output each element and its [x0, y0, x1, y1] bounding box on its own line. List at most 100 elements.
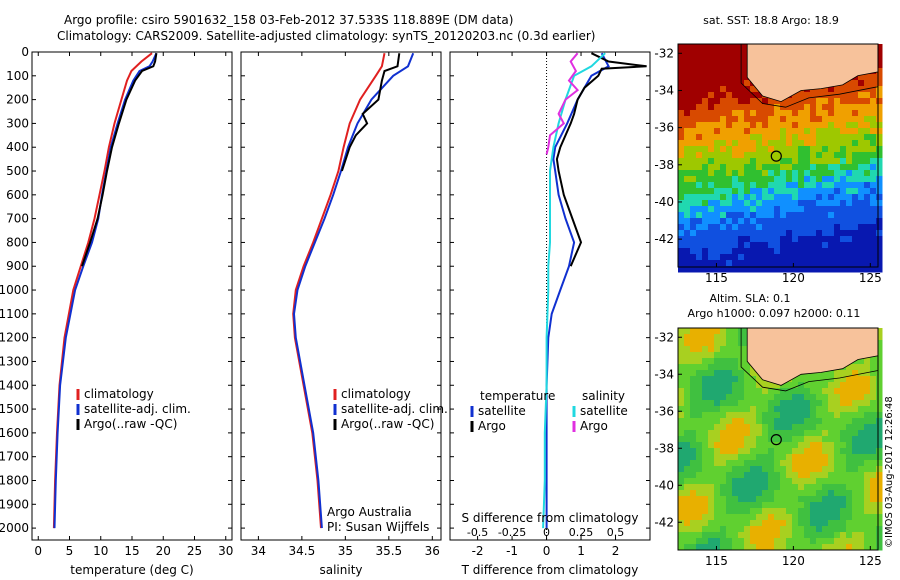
map-cell: [870, 520, 877, 527]
map-cell: [798, 514, 805, 521]
map-cell: [726, 490, 733, 497]
map-cell: [840, 412, 847, 419]
map-cell: [690, 230, 697, 237]
map-cell: [696, 56, 703, 63]
map-cell: [708, 478, 715, 485]
x-tick-label: 34.5: [289, 544, 316, 558]
map-cell: [762, 260, 769, 267]
map-cell: [876, 116, 883, 123]
map-cell: [864, 358, 871, 365]
map-cell: [774, 502, 781, 509]
map-cell: [732, 514, 739, 521]
map-cell: [732, 152, 739, 159]
map-cell: [828, 110, 835, 117]
map-cell: [780, 466, 787, 473]
map-cell: [816, 508, 823, 515]
map-cell: [876, 406, 883, 413]
map-cell: [870, 460, 877, 467]
map-cell: [846, 182, 853, 189]
map-cell: [720, 104, 727, 111]
map-cell: [870, 400, 877, 407]
map-cell: [804, 248, 811, 255]
map-cell: [876, 532, 883, 539]
map-cell: [810, 436, 817, 443]
map-cell: [792, 110, 799, 117]
map-cell: [858, 92, 865, 99]
map-cell: [690, 436, 697, 443]
map-cell: [858, 430, 865, 437]
map-cell: [738, 122, 745, 129]
map-cell: [876, 358, 883, 365]
map-cell: [822, 532, 829, 539]
map-cell: [840, 200, 847, 207]
map-cell: [696, 176, 703, 183]
map-cell: [684, 98, 691, 105]
map-cell: [750, 412, 757, 419]
map-cell: [744, 544, 751, 551]
map-cell: [876, 388, 883, 395]
map-cell: [702, 466, 709, 473]
map-cell: [690, 370, 697, 377]
map-cell: [690, 128, 697, 135]
map-cell: [774, 448, 781, 455]
map-cell: [786, 478, 793, 485]
map-cell: [702, 230, 709, 237]
map-cell: [792, 418, 799, 425]
map-cell: [732, 532, 739, 539]
map-cell: [840, 448, 847, 455]
map-cell: [702, 98, 709, 105]
map-cell: [774, 164, 781, 171]
map-cell: [756, 200, 763, 207]
x-tick-label: -1: [506, 544, 518, 558]
map-cell: [750, 508, 757, 515]
map-cell: [744, 146, 751, 153]
map-cell: [810, 200, 817, 207]
map-cell: [810, 266, 817, 273]
map-cell: [678, 478, 685, 485]
map-cell: [846, 206, 853, 213]
map-cell: [732, 436, 739, 443]
map-cell: [714, 56, 721, 63]
map-cell: [708, 430, 715, 437]
map-cell: [786, 146, 793, 153]
map-cell: [756, 532, 763, 539]
map-cell: [786, 128, 793, 135]
map-cell: [696, 502, 703, 509]
map-cell: [768, 532, 775, 539]
map-cell: [720, 394, 727, 401]
map-cell: [756, 442, 763, 449]
map-cell: [750, 490, 757, 497]
map-cell: [744, 538, 751, 545]
map-cell: [774, 436, 781, 443]
map-cell: [852, 260, 859, 267]
map-cell: [762, 218, 769, 225]
map-cell: [738, 212, 745, 219]
map-cell: [678, 266, 685, 273]
x-top-tick-label: 0.5: [607, 526, 625, 539]
map-cell: [816, 406, 823, 413]
map-cell: [804, 92, 811, 99]
map-cell: [684, 370, 691, 377]
map-frame: [677, 43, 879, 268]
map-cell: [708, 460, 715, 467]
map-cell: [756, 412, 763, 419]
map-cell: [816, 436, 823, 443]
map-cell: [822, 230, 829, 237]
map-cell: [702, 146, 709, 153]
map-cell: [714, 86, 721, 93]
map-cell: [756, 484, 763, 491]
map-cell: [840, 242, 847, 249]
legend-title-temperature: temperature: [480, 389, 555, 403]
map-cell: [864, 430, 871, 437]
map-cell: [852, 128, 859, 135]
map-cell: [756, 382, 763, 389]
map-cell: [738, 544, 745, 551]
map-cell: [846, 532, 853, 539]
map-cell: [804, 400, 811, 407]
map-cell: [726, 164, 733, 171]
map-cell: [864, 194, 871, 201]
map-cell: [714, 110, 721, 117]
map-cell: [774, 532, 781, 539]
map-cell: [780, 182, 787, 189]
map-cell: [876, 152, 883, 159]
